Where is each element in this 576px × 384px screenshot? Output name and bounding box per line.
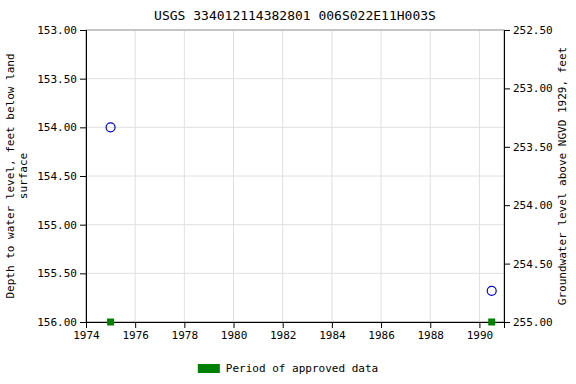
legend-label: Period of approved data: [226, 362, 378, 375]
tick-mark: [283, 322, 284, 328]
tick-mark: [184, 322, 185, 328]
series: [107, 319, 495, 326]
tick-label: 153.50: [37, 73, 77, 86]
tick-mark: [381, 322, 382, 328]
tick-label: 1978: [172, 329, 199, 342]
tick-mark: [504, 264, 510, 265]
tick: 253.00: [504, 82, 553, 95]
grid: [86, 30, 504, 322]
axis-line: [87, 323, 505, 329]
tick: 254.50: [504, 258, 553, 271]
tick-mark: [80, 225, 86, 226]
tick-label: 1974: [73, 329, 100, 342]
tick: 153.50: [37, 73, 86, 86]
tick-mark: [80, 176, 86, 177]
y2-axis-label: Groundwater level above NGVD 1929, feet: [556, 47, 569, 305]
grid-line: [86, 224, 504, 225]
tick: 1982: [270, 322, 297, 342]
grid-line: [86, 176, 504, 177]
tick-mark: [234, 322, 235, 328]
tick-mark: [80, 322, 86, 323]
tick-label: 155.00: [37, 219, 77, 232]
legend-swatch: [198, 364, 220, 373]
tick-label: 1986: [368, 329, 395, 342]
tick: 155.00: [37, 219, 86, 232]
tick-mark: [80, 273, 86, 274]
tick-label: 1984: [319, 329, 346, 342]
tick-label: 156.00: [37, 316, 77, 329]
tick-mark: [504, 147, 510, 148]
axis-line: [80, 31, 87, 323]
tick: 254.00: [504, 199, 553, 212]
grid-line: [86, 273, 504, 274]
tick: 156.00: [37, 316, 86, 329]
point: [487, 286, 496, 295]
y-axis: 153.00 153.50 154.00 154.50 155.00 155.50 156.…: [37, 24, 86, 329]
plot: 1974 1976 1978 1980 1982 1984 1986 1988 1990 153.…: [4, 24, 569, 342]
series: [106, 123, 496, 296]
legend: Period of approved data: [198, 362, 378, 375]
tick: 155.50: [37, 267, 86, 280]
tick-label: 254.00: [513, 199, 553, 212]
tick-label: 154.50: [37, 170, 77, 183]
tick: 1976: [122, 322, 149, 342]
tick: 1988: [417, 322, 444, 342]
tick-label: 155.50: [37, 267, 77, 280]
square-marker: [107, 319, 114, 326]
tick-mark: [504, 205, 510, 206]
tick: 255.00: [504, 316, 553, 329]
tick: 154.50: [37, 170, 86, 183]
plot-frame: [86, 30, 504, 322]
tick: 1980: [221, 322, 248, 342]
tick: 252.50: [504, 24, 553, 37]
tick-label: 253.50: [513, 141, 553, 154]
tick-mark: [80, 30, 86, 31]
tick-mark: [479, 322, 480, 328]
grid-line: [86, 78, 504, 79]
tick-label: 1980: [221, 329, 248, 342]
tick: 154.00: [37, 121, 86, 134]
tick: 1986: [368, 322, 395, 342]
tick-label: 154.00: [37, 121, 77, 134]
tick: 1974: [73, 322, 100, 342]
marks: [106, 123, 496, 326]
legend-item: Period of approved data: [198, 362, 378, 375]
tick-label: 252.50: [513, 24, 553, 37]
tick-label: 153.00: [37, 24, 77, 37]
tick-label: 255.00: [513, 316, 553, 329]
tick-mark: [135, 322, 136, 328]
tick-mark: [80, 79, 86, 80]
tick-label: 1976: [122, 329, 149, 342]
tick-label: 254.50: [513, 258, 553, 271]
tick-mark: [504, 30, 510, 31]
square-marker: [488, 319, 495, 326]
tick: 1978: [172, 322, 199, 342]
tick-label: 1990: [467, 329, 494, 342]
y2-axis: 255.00 254.50 254.00 253.50 253.00 252.50: [504, 24, 553, 329]
y-axis-label: Depth to water level, feet below landsur…: [4, 53, 30, 298]
x-axis: 1974 1976 1978 1980 1982 1984 1986 1988 1990: [73, 322, 504, 342]
tick-mark: [80, 127, 86, 128]
point: [106, 123, 115, 132]
chart: 1974 1976 1978 1980 1982 1984 1986 1988 1990 153.…: [0, 0, 576, 384]
tick-mark: [504, 322, 510, 323]
tick: 1984: [319, 322, 346, 342]
tick-mark: [332, 322, 333, 328]
tick-mark: [430, 322, 431, 328]
tick: 153.00: [37, 24, 86, 37]
tick-label: 1982: [270, 329, 297, 342]
tick-label: 1988: [417, 329, 444, 342]
tick: 253.50: [504, 141, 553, 154]
grid-line: [86, 127, 504, 128]
tick-label: 253.00: [513, 82, 553, 95]
tick-mark: [504, 88, 510, 89]
axis-line: [505, 31, 511, 323]
title: USGS 334012114382801 006S022E11H003S: [154, 8, 436, 23]
